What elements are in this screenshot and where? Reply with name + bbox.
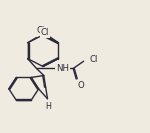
Text: NH: NH (56, 64, 69, 73)
Text: O: O (78, 81, 84, 90)
Text: Cl: Cl (41, 28, 49, 37)
Text: Cl: Cl (89, 55, 98, 64)
Text: H: H (45, 102, 51, 111)
Text: Cl: Cl (36, 26, 45, 35)
